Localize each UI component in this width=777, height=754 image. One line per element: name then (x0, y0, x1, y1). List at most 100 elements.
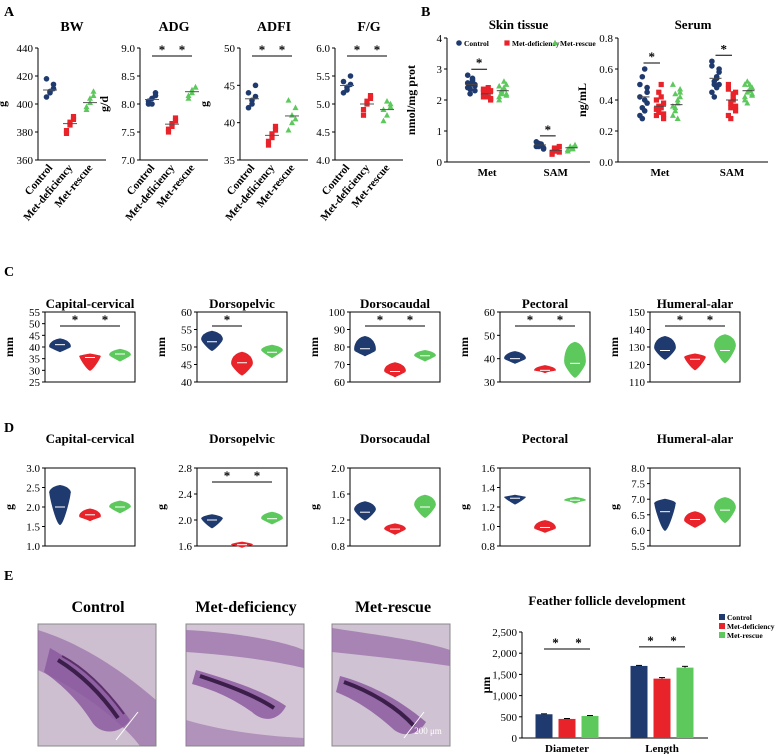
panel-a-1-title: BW (60, 20, 83, 35)
panel-d-5-violin (654, 498, 676, 531)
panel-b-2-point (656, 109, 662, 115)
panel-c-4-sig-star: * (557, 312, 564, 327)
panel-b-1-legend-label: Met-deficiency (512, 39, 560, 48)
panel-d-chart-4: Pectoral 0.8 1.0 1.2 1.4 1.6 g (457, 431, 591, 553)
panel-d-chart-2: Dorsopelvic 1.6 2.0 2.4 2.8 g * * (154, 431, 288, 553)
histology-image-rescue: 200 μm (331, 623, 451, 747)
panel-a-3-y-label: g (197, 101, 211, 107)
panel-b-2-y-tick-label: 0.6 (599, 64, 613, 76)
panel-b-2-point (641, 108, 648, 114)
panel-a-3-point (245, 104, 252, 111)
panel-e-sig-star: * (647, 633, 654, 648)
panel-b-2-point (658, 81, 664, 88)
panel-b-2-point (639, 73, 646, 80)
panel-a-4-point (387, 103, 394, 110)
panel-c-2-sig-star: * (224, 312, 231, 327)
panel-c-2-violin (201, 330, 223, 352)
panel-d-4-y-tick-label: 1.2 (481, 502, 495, 514)
panel-b-1-x-tick-label: Met (478, 167, 497, 179)
panel-a-1-y-tick-label: 360 (17, 155, 34, 167)
panel-b-2-point (725, 112, 731, 119)
panel-b-2-point (711, 94, 718, 100)
panel-b-1-point (480, 86, 487, 92)
panel-c-1-violin (79, 353, 101, 371)
panel-b-1-point (503, 81, 510, 87)
panel-b-1-point (485, 94, 491, 100)
panel-b-1-point (503, 90, 510, 97)
panel-b-1-sig-star: * (476, 55, 483, 70)
panel-a-3-point (285, 126, 292, 133)
panel-b-2-point (709, 58, 715, 65)
panel-a-2-y-tick-label: 9.0 (121, 43, 135, 55)
panel-b-2-point (677, 89, 684, 95)
panel-d-2-sig-star: * (224, 468, 231, 483)
panel-a-1-y-tick-label: 440 (17, 43, 34, 55)
panel-c-5-violin (684, 353, 706, 371)
panel-a-1-point (70, 114, 77, 120)
panel-a-4-point (340, 78, 347, 85)
panel-d-2-violin (201, 514, 223, 529)
panel-c-1-sig-star: * (72, 312, 79, 327)
panel-a-2-sig-star: * (179, 42, 186, 57)
panel-b-2-point (730, 91, 736, 97)
panel-b-2-point (749, 92, 756, 98)
panel-a-chart-2: ADG7.07.58.08.59.0g/dControlMet-deficien… (97, 20, 208, 223)
panel-e-bar (653, 678, 671, 738)
panel-c-4-violin (504, 351, 526, 364)
panel-d-3-title: Dorsocaudal (360, 431, 430, 446)
panel-c-3-sig-star: * (377, 312, 384, 327)
panel-c-1-y-tick-label: 45 (29, 330, 41, 342)
panel-b-2-point (672, 90, 679, 97)
panel-c-5-y-label: mm (607, 337, 621, 357)
panel-b-1-y-tick-label: 0 (437, 157, 443, 169)
panel-a-chart-3: ADFI35404550gControlMet-deficiencyMet-re… (197, 20, 308, 223)
panel-c-4-violin (534, 365, 556, 374)
panel-e-x-tick-label: Diameter (545, 743, 589, 754)
panel-c-5-y-tick-label: 150 (629, 307, 646, 319)
panel-c-2-y-tick-label: 50 (181, 342, 193, 354)
panel-e-legend-swatch (719, 623, 725, 629)
panel-c-3-y-tick-label: 100 (329, 307, 346, 319)
panel-b-2-point (656, 89, 662, 95)
panel-c-3-y-label: mm (307, 337, 321, 357)
panel-d-1-y-tick-label: 1.0 (26, 541, 40, 553)
panel-b-1-point (485, 85, 491, 91)
panel-e-sig-star: * (575, 635, 582, 650)
panel-b-2-point (641, 66, 648, 72)
panel-c-2-violin (231, 351, 253, 376)
panel-b-2-point (741, 96, 748, 103)
histology-image-control (37, 623, 157, 747)
panel-b-2-point (639, 115, 646, 122)
panel-c-2-y-tick-label: 40 (181, 377, 193, 389)
panel-c-4-y-tick-label: 40 (484, 354, 496, 366)
panel-label-e: E (4, 569, 13, 584)
panel-c-4-y-tick-label: 50 (484, 330, 496, 342)
panel-e-bar (558, 718, 576, 738)
panel-d-4-y-tick-label: 0.8 (481, 541, 495, 553)
panel-c-1-y-tick-label: 25 (29, 377, 41, 389)
panel-a-3-point (272, 123, 279, 129)
panel-a-2-point (172, 115, 179, 121)
panel-b-2-point (674, 96, 681, 103)
panel-b-1-point (469, 77, 476, 83)
panel-b-2-sig-star: * (649, 49, 656, 64)
panel-c-3-title: Dorsocaudal (360, 296, 430, 311)
panel-b-1-y-tick-label: 1 (437, 126, 443, 138)
panel-a-3-y-tick-label: 35 (224, 155, 236, 167)
panel-b-2-point (716, 69, 722, 75)
panel-a-1-y-tick-label: 380 (17, 127, 34, 139)
panel-c-1-violin (49, 338, 71, 353)
panel-c-3-violin (384, 362, 406, 378)
panel-c-5-sig-star: * (707, 312, 714, 327)
panel-b-1-point (467, 86, 473, 92)
panel-a-4-point (360, 112, 367, 118)
panel-d-3-y-tick-label: 1.6 (331, 489, 345, 501)
panel-d-1-violin (49, 485, 71, 526)
panel-b-2-point (677, 85, 684, 92)
panel-a-4-point (384, 112, 390, 118)
panel-c-chart-3: Dorsocaudal 60 70 80 90 100 mm * * (307, 296, 441, 389)
panel-b-1-point (500, 85, 507, 92)
panel-b-2-y-tick-label: 0.2 (599, 126, 613, 138)
panel-b-2-point (661, 111, 667, 117)
panel-c-3-y-tick-label: 80 (334, 342, 346, 354)
